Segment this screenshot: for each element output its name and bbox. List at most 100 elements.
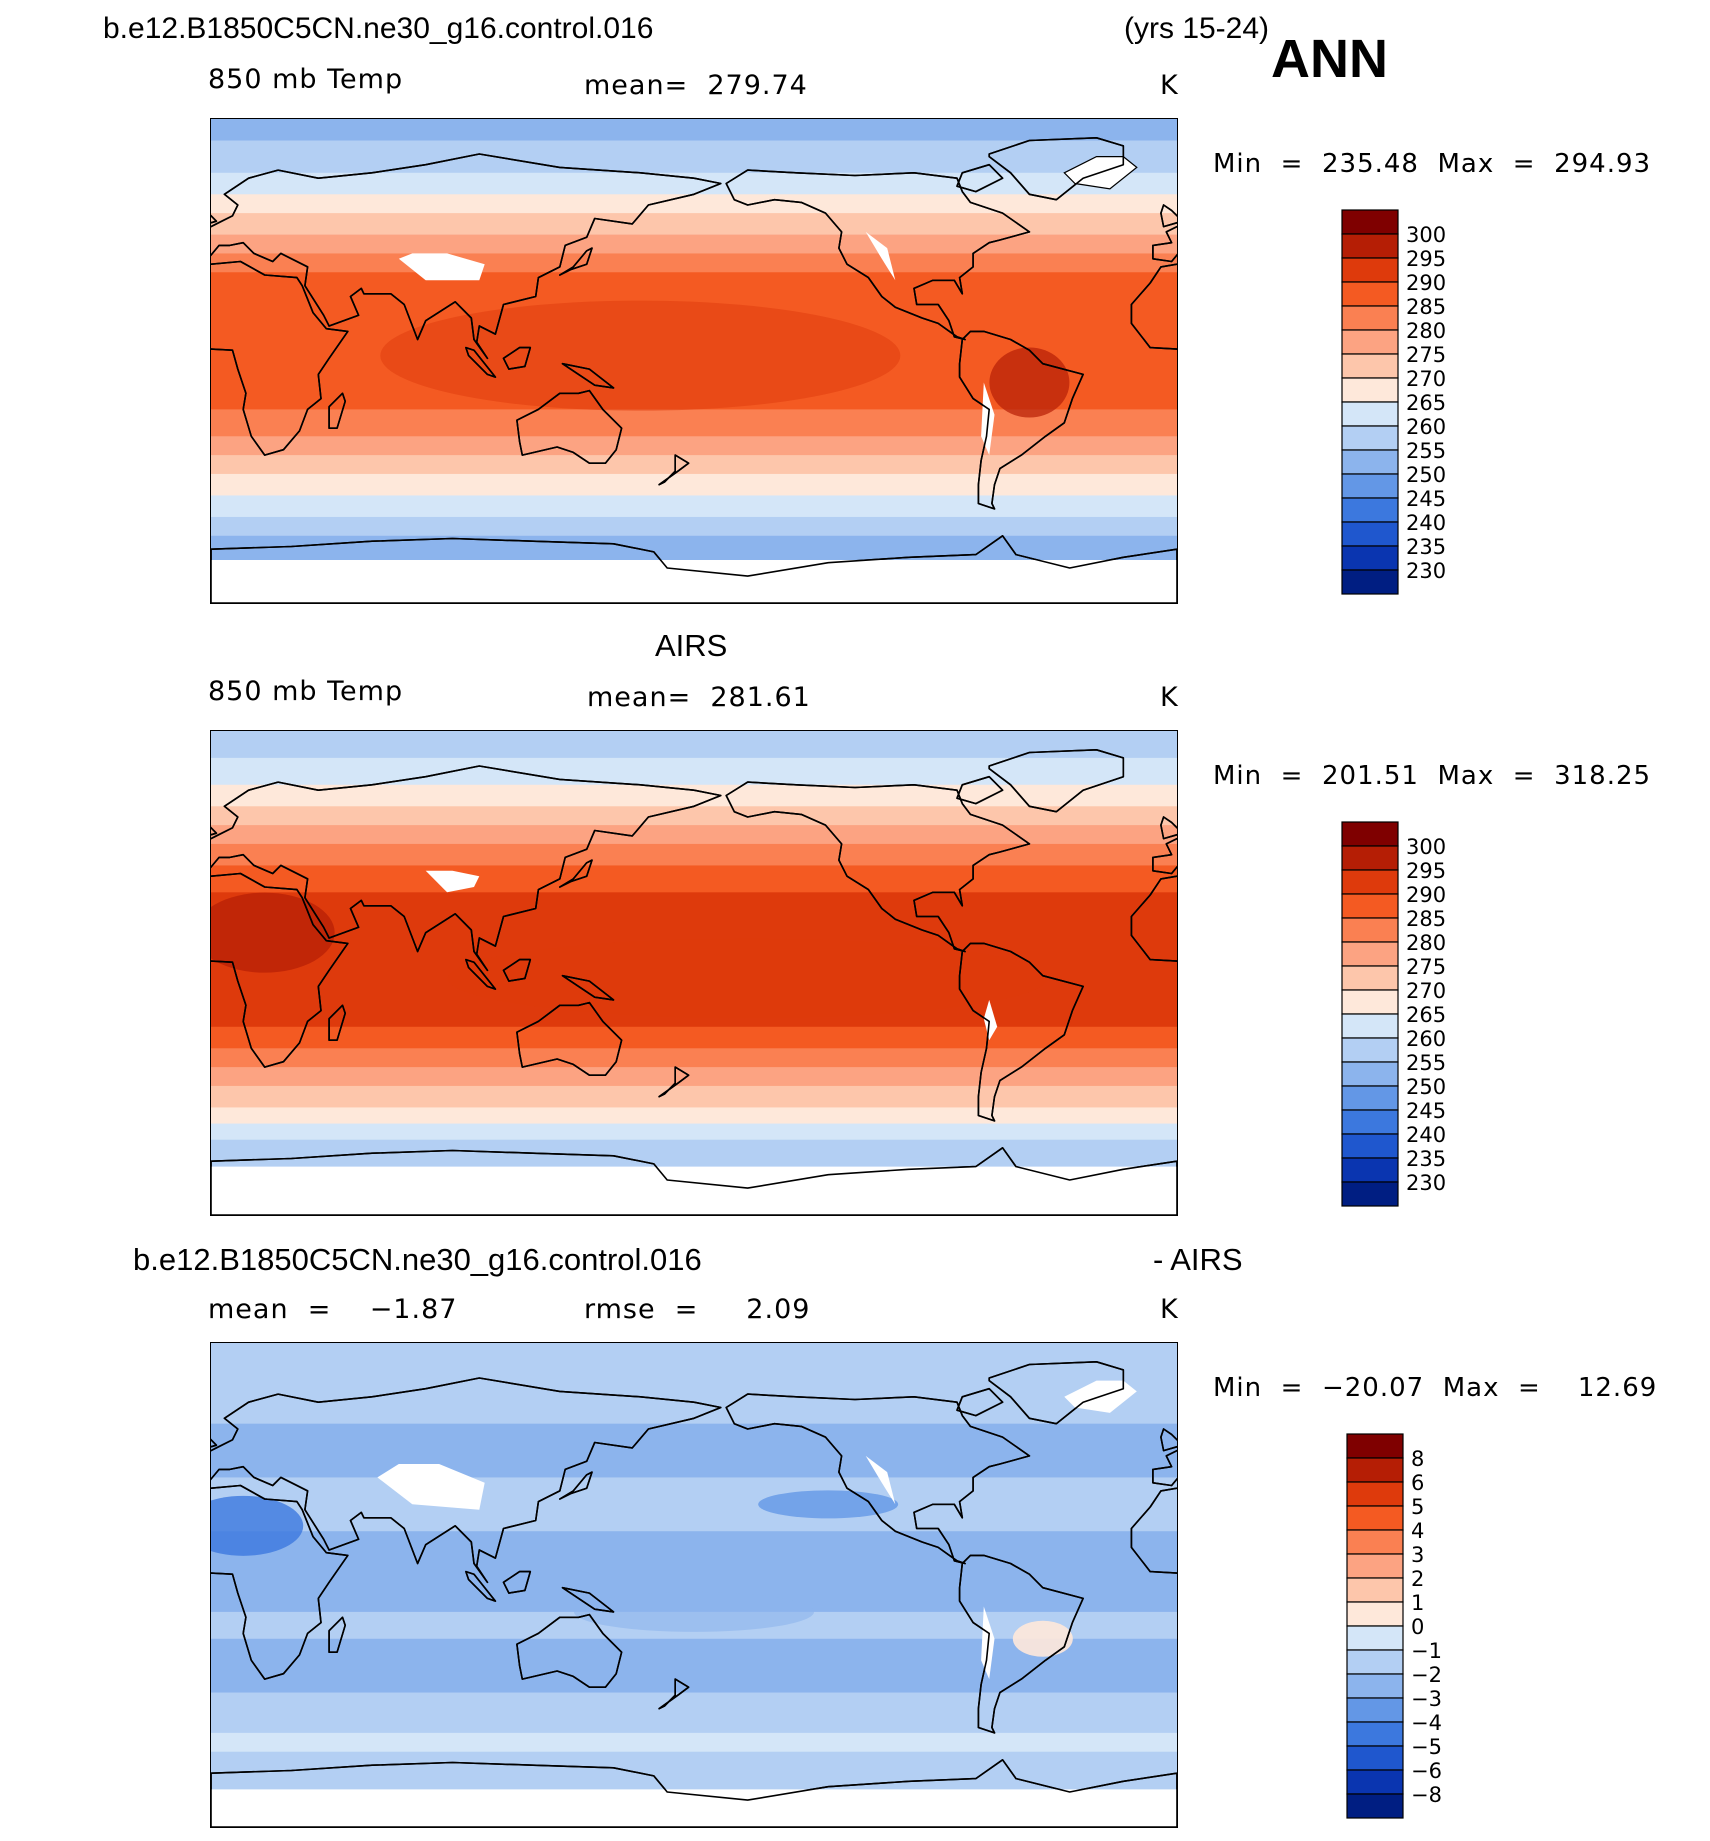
colorbar-tick-label: 6 [1411,1471,1424,1495]
colorbar-tick-label: 230 [1406,1171,1446,1195]
panel2-mean: mean= 281.61 [587,682,811,713]
season-label: ANN [1271,29,1388,89]
field-band [211,140,1177,174]
colorbar-tick-label: 300 [1406,835,1446,859]
colorbar-tick-label: 8 [1411,1447,1424,1471]
colorbar-tick-label: 295 [1406,859,1446,883]
land-outline-greenland [988,1360,1125,1425]
land-outline-japan [558,859,593,888]
land-outline-sumatra [465,958,497,990]
colorbar-box [1341,305,1399,331]
land-outline-sumatra [465,346,497,378]
colorbar-tick-label: 1 [1411,1591,1424,1615]
colorbar-box [1341,521,1399,547]
colorbar-tick-label: 4 [1411,1519,1424,1543]
colorbar-tick-label: 230 [1406,559,1446,583]
case-name-title: b.e12.B1850C5CN.ne30_g16.control.016 [103,12,654,45]
colorbar-tick-label: 290 [1406,271,1446,295]
land-outline-newguinea [561,974,615,1001]
field-band [211,1477,1177,1532]
colorbar-tick-label: 290 [1406,883,1446,907]
colorbar-box [1346,1721,1404,1747]
field-band [211,234,1177,254]
colorbar-tick-label: 235 [1406,535,1446,559]
colorbar-box [1346,1793,1404,1819]
field-band [211,172,1177,195]
colorbar-tick-label: −2 [1411,1663,1442,1687]
panel2-minmax: Min = 201.51 Max = 318.25 [1213,761,1652,791]
panel2-variable: 850 mb Temp [208,676,404,707]
mask-rockies [865,231,896,281]
field-band [211,1026,1177,1049]
land-outline-nz [658,1066,690,1098]
colorbar-tick-label: 250 [1406,463,1446,487]
land-outline-namerica [725,169,1031,341]
land-outline-newguinea [561,1586,615,1613]
mask-andes [983,999,998,1041]
colorbar-tick-label: 265 [1406,1003,1446,1027]
land-outline-antarctica [211,534,1177,603]
panel1-minmax: Min = 235.48 Max = 294.93 [1213,149,1652,179]
colorbar-box [1346,1601,1404,1627]
colorbar-tick-label: 245 [1406,1099,1446,1123]
colorbar-tick-label: −4 [1411,1711,1442,1735]
colorbar-tick-label: 260 [1406,1027,1446,1051]
land-outline-antarctica [211,1146,1177,1215]
panel2-map [210,730,1178,1216]
land-outline-australia [516,1001,623,1077]
land-outline-uk [1160,816,1177,840]
colorbar-tick-label: 285 [1406,295,1446,319]
field-band [211,1638,1177,1694]
field-band [211,825,1177,845]
panel1-variable: 850 mb Temp [208,64,404,95]
land-outline-greenland [988,136,1125,201]
colorbar-box [1341,545,1399,571]
field-band [211,1732,1177,1753]
panel2-title: AIRS [655,628,728,663]
colorbar-tick-label: 5 [1411,1495,1424,1519]
land-outline-japan [558,1471,593,1500]
colorbar-box [1346,1529,1404,1555]
land-outline-australia [516,1613,623,1689]
land-outline-uk [211,826,218,836]
panel1-map [210,118,1178,604]
panel1-mean: mean= 279.74 [584,70,808,101]
colorbar-box [1341,1109,1399,1135]
colorbar-box [1341,353,1399,379]
field-band [211,119,1177,142]
field-band [211,516,1177,537]
field-band [211,806,1177,826]
land-outline-antarctica [211,1758,1177,1827]
land-outline-namerica [725,781,1031,953]
field-band [211,731,1177,759]
field-band [211,473,1177,496]
mask-tibet [398,253,485,281]
colorbar-box [1341,1037,1399,1063]
panel2-map-field [211,731,1177,1215]
colorbar-box [1341,401,1399,427]
field-warm-pool [380,300,901,411]
mask-tibet [425,870,480,893]
field-band [211,455,1177,475]
colorbar-box [1341,233,1399,259]
colorbar-box [1346,1553,1404,1579]
land-outline-uk [1160,1428,1177,1452]
field-band [211,1123,1177,1141]
colorbar-box [1341,845,1399,871]
colorbar-box [1341,449,1399,475]
field-band [211,1343,1177,1425]
field-band [211,213,1177,236]
field-band [211,1067,1177,1087]
colorbar-box [1346,1625,1404,1651]
colorbar-tick-label: −3 [1411,1687,1442,1711]
field-band [211,436,1177,456]
land-outline-samerica [958,1554,1084,1734]
land-outline-africa [211,1484,349,1680]
colorbar-tick-label: 280 [1406,931,1446,955]
land-outline-eurasia [211,1377,722,1584]
colorbar-tick-label: 0 [1411,1615,1424,1639]
field-cold-anomaly [758,1490,899,1519]
panel1-map-field [211,119,1177,603]
colorbar-box [1346,1673,1404,1699]
colorbar-tick-label: 250 [1406,1075,1446,1099]
